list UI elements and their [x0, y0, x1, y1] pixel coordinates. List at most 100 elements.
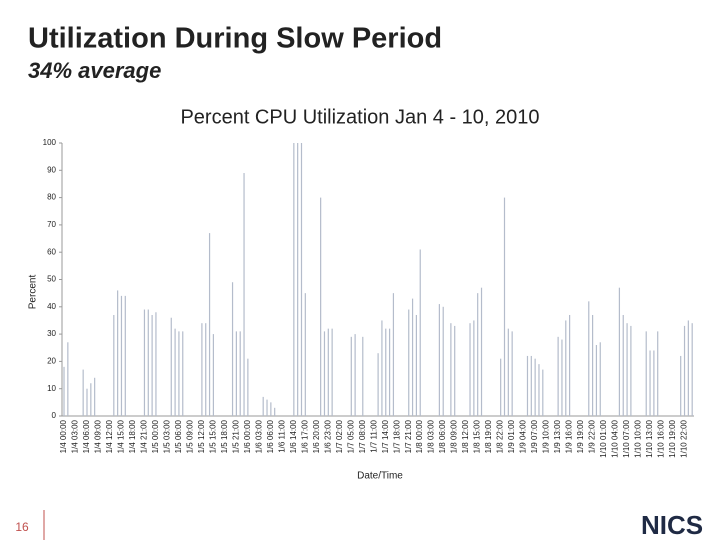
bar [500, 358, 502, 416]
x-tick-label: 1/7 21:00 [404, 419, 413, 453]
bar [569, 314, 571, 416]
bar [691, 323, 693, 416]
bar [599, 342, 601, 416]
x-tick-label: 1/9 01:00 [507, 419, 516, 453]
x-tick-label: 1/9 22:00 [588, 419, 597, 453]
bar [212, 334, 214, 416]
bar [503, 197, 506, 416]
y-tick-label: 20 [47, 357, 56, 366]
y-axis-label: Percent [28, 275, 39, 310]
x-tick-label: 1/10 22:00 [680, 419, 689, 457]
x-tick-label: 1/4 18:00 [128, 419, 137, 453]
bar [419, 249, 421, 416]
bar [645, 331, 647, 416]
x-tick-label: 1/5 03:00 [162, 419, 171, 453]
slide-subtitle: 34% average [28, 58, 161, 83]
x-tick-label: 1/10 01:00 [599, 419, 608, 457]
bar [362, 336, 364, 416]
x-tick-label: 1/7 05:00 [346, 419, 355, 453]
bar [415, 314, 418, 416]
bar [630, 325, 632, 416]
x-tick-label: 1/7 11:00 [369, 419, 378, 452]
bar [297, 143, 299, 416]
bar [327, 328, 329, 416]
bar [201, 323, 203, 416]
bar [542, 369, 544, 416]
x-tick-label: 1/8 12:00 [461, 419, 470, 453]
bar [274, 407, 276, 416]
bar [120, 295, 123, 416]
y-tick-label: 0 [52, 411, 57, 420]
bar [86, 388, 88, 416]
x-tick-label: 1/6 11:00 [277, 419, 286, 452]
page-number: 16 [15, 520, 29, 534]
x-tick-label: 1/9 04:00 [519, 419, 528, 453]
bar [381, 320, 383, 416]
bar [392, 293, 395, 416]
bar [113, 314, 115, 416]
x-tick-label: 1/6 17:00 [300, 419, 309, 453]
bar [408, 309, 410, 416]
bar [595, 345, 598, 416]
x-tick-label: 1/7 08:00 [358, 419, 367, 453]
x-tick-label: 1/8 22:00 [496, 419, 505, 453]
x-tick-label: 1/4 09:00 [93, 419, 102, 453]
x-tick-label: 1/9 19:00 [576, 419, 585, 453]
x-tick-label: 1/6 23:00 [323, 419, 332, 453]
bar [618, 287, 621, 416]
bar [507, 328, 509, 416]
x-tick-label: 1/8 06:00 [438, 419, 447, 453]
bar [124, 295, 126, 416]
bar [454, 325, 456, 416]
x-tick-label: 1/9 16:00 [565, 419, 574, 453]
y-tick-label: 30 [47, 329, 56, 338]
x-tick-label: 1/7 18:00 [392, 419, 401, 453]
bar [388, 328, 391, 416]
bar [262, 396, 264, 416]
bar [653, 350, 655, 416]
x-tick-label: 1/5 06:00 [174, 419, 183, 453]
bar [450, 323, 452, 416]
x-tick-label: 1/4 06:00 [82, 419, 91, 453]
x-tick-label: 1/10 10:00 [634, 419, 643, 457]
bar [331, 328, 333, 416]
x-tick-label: 1/8 09:00 [450, 419, 459, 453]
bar [323, 331, 326, 416]
y-tick-label: 60 [47, 247, 56, 256]
y-tick-label: 10 [47, 384, 56, 393]
bar [243, 173, 245, 416]
bar [680, 355, 682, 416]
x-tick-label: 1/4 03:00 [71, 419, 80, 453]
x-axis-label: Date/Time [357, 471, 403, 482]
x-tick-label: 1/6 00:00 [243, 419, 252, 453]
bar [442, 306, 444, 416]
bar [178, 331, 180, 416]
bar [208, 233, 211, 416]
bar [473, 320, 475, 416]
bar [377, 353, 379, 416]
bar [300, 143, 303, 416]
bar [557, 336, 559, 416]
x-tick-label: 1/5 18:00 [220, 419, 229, 453]
x-tick-label: 1/7 14:00 [381, 419, 390, 453]
bar [626, 323, 628, 416]
bar [239, 331, 241, 416]
x-tick-label: 1/6 20:00 [312, 419, 321, 453]
bar [63, 366, 65, 416]
y-tick-label: 70 [47, 220, 56, 229]
bar [538, 364, 540, 416]
bar [170, 317, 172, 416]
x-tick-label: 1/10 04:00 [611, 419, 620, 457]
bar [438, 304, 440, 416]
chart-title: Percent CPU Utilization Jan 4 - 10, 2010 [180, 106, 539, 128]
bar [530, 355, 532, 416]
bar [155, 312, 157, 416]
bar [235, 331, 237, 416]
x-tick-label: 1/10 07:00 [622, 419, 631, 457]
bar [94, 377, 96, 416]
x-tick-label: 1/10 13:00 [645, 419, 654, 457]
x-tick-label: 1/5 00:00 [151, 419, 160, 453]
y-tick-label: 100 [43, 138, 57, 147]
